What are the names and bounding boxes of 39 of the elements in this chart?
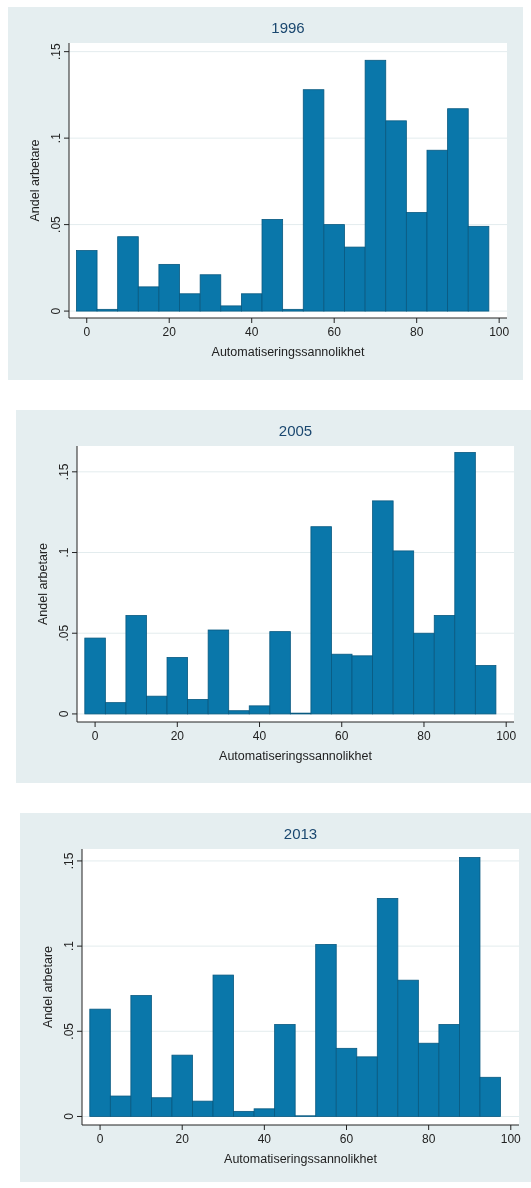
y-tick-label: .1 bbox=[62, 940, 76, 952]
x-tick-label: 60 bbox=[335, 729, 349, 743]
y-tick-label: .15 bbox=[57, 463, 71, 481]
x-tick-label: 60 bbox=[327, 325, 342, 339]
x-tick-label: 100 bbox=[500, 1132, 522, 1146]
x-tick-label: 0 bbox=[91, 729, 99, 743]
y-tick-label: .05 bbox=[62, 1022, 76, 1040]
y-tick-label: 0 bbox=[57, 710, 71, 718]
x-tick-label: 40 bbox=[245, 325, 259, 339]
x-tick-label: 100 bbox=[489, 325, 510, 339]
x-tick-label: 80 bbox=[417, 729, 431, 743]
y-axis-title: Andel arbetare bbox=[28, 139, 42, 222]
y-tick-label: 0 bbox=[49, 307, 63, 315]
x-axis-title: Automatiseringssannolikhet bbox=[224, 1152, 378, 1166]
x-tick-label: 60 bbox=[339, 1132, 354, 1146]
y-axis-title: Andel arbetare bbox=[36, 542, 50, 626]
x-tick-label: 80 bbox=[421, 1132, 436, 1146]
x-tick-label: 80 bbox=[410, 325, 424, 339]
y-tick-label: .1 bbox=[49, 132, 63, 144]
x-tick-label: 0 bbox=[96, 1132, 104, 1146]
y-tick-label: .1 bbox=[57, 547, 71, 558]
x-tick-label: 40 bbox=[257, 1132, 272, 1146]
x-tick-label: 100 bbox=[496, 729, 517, 743]
y-axis-title: Andel arbetare bbox=[41, 945, 55, 1029]
x-tick-label: 20 bbox=[175, 1132, 190, 1146]
chart-title: 1996 bbox=[271, 19, 305, 36]
chart-title: 2013 bbox=[283, 825, 318, 842]
x-axis-title: Automatiseringssannolikhet bbox=[219, 749, 373, 763]
y-tick-label: .15 bbox=[62, 852, 76, 870]
chart-title: 2005 bbox=[278, 422, 313, 439]
y-tick-label: .05 bbox=[49, 215, 63, 233]
x-tick-label: 20 bbox=[162, 325, 177, 339]
x-tick-label: 40 bbox=[252, 729, 267, 743]
y-tick-label: .05 bbox=[57, 624, 71, 642]
x-axis-title: Automatiseringssannolikhet bbox=[211, 345, 365, 359]
x-tick-label: 20 bbox=[170, 729, 185, 743]
x-tick-label: 0 bbox=[83, 325, 91, 339]
y-tick-label: 0 bbox=[62, 1112, 76, 1120]
y-tick-label: .15 bbox=[49, 42, 63, 60]
